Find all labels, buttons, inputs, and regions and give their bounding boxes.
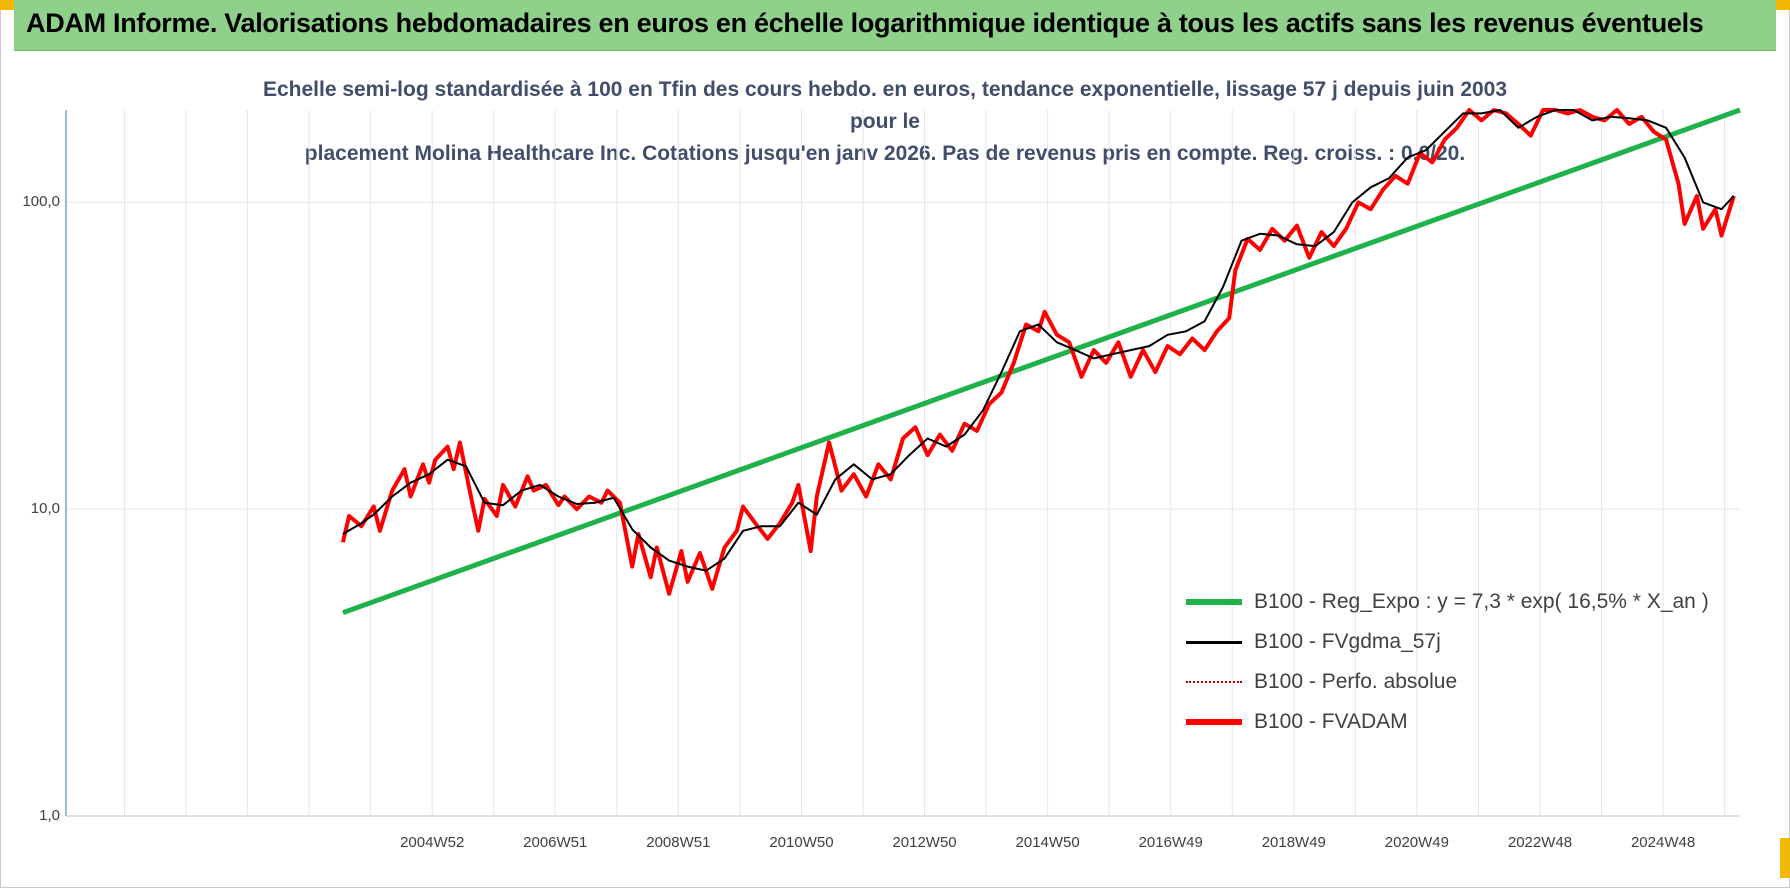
legend-label-fvadam: B100 - FVADAM	[1254, 710, 1408, 733]
series-layer	[340, 107, 1741, 616]
legend-item-perfo-absolue: B100 - Perfo. absolue	[1186, 662, 1709, 702]
legend-swatch-fvgdma	[1186, 640, 1242, 644]
chart-subtitle-line-2: placement Molina Healthcare Inc. Cotatio…	[304, 142, 1466, 165]
legend-label-regression: B100 - Reg_Expo : y = 7,3 * exp( 16,5% *…	[1254, 590, 1709, 613]
legend-item-regression: B100 - Reg_Expo : y = 7,3 * exp( 16,5% *…	[1186, 582, 1709, 622]
y-tick-label: 10,0	[30, 500, 60, 518]
x-gridlines	[123, 110, 1726, 816]
page-title: ADAM Informe. Valorisations hebdomadaire…	[26, 8, 1704, 38]
legend-label-perfo-absolue: B100 - Perfo. absolue	[1254, 670, 1458, 693]
series-line-fvgdma	[342, 109, 1735, 572]
legend-label-fvgdma: B100 - FVgdma_57j	[1254, 630, 1441, 653]
x-tick-label: 2006W51	[523, 834, 588, 851]
corner-marker-bottom-right	[1780, 838, 1790, 878]
corner-marker-top-left	[0, 0, 14, 10]
x-tick-label: 2010W50	[769, 834, 834, 851]
chart-subtitle: Echelle semi-log standardisée à 100 en T…	[240, 74, 1530, 170]
x-tick-label: 2012W50	[892, 834, 957, 851]
x-tick-label: 2008W51	[646, 834, 711, 851]
x-tick-label: 2020W49	[1384, 834, 1449, 851]
header-banner: ADAM Informe. Valorisations hebdomadaire…	[14, 0, 1776, 51]
legend-swatch-regression	[1186, 599, 1242, 605]
x-tick-label: 2014W50	[1015, 834, 1080, 851]
x-tick-label: 2004W52	[400, 834, 465, 851]
corner-marker-top-right	[1776, 0, 1790, 10]
x-tick-label: 2018W49	[1261, 834, 1326, 851]
chart-subtitle-line-1: Echelle semi-log standardisée à 100 en T…	[262, 78, 1508, 133]
chart-legend: B100 - Reg_Expo : y = 7,3 * exp( 16,5% *…	[1186, 582, 1709, 742]
legend-swatch-perfo-absolue	[1186, 681, 1242, 683]
legend-swatch-fvadam	[1186, 719, 1242, 725]
x-tick-label: 2022W48	[1507, 834, 1573, 851]
series-line-fvadam	[340, 108, 1736, 596]
x-tick-label: 2016W49	[1138, 834, 1203, 851]
y-tick-label: 100,0	[22, 193, 60, 211]
series-line-regression	[342, 107, 1741, 616]
x-tick-label: 2024W48	[1630, 834, 1696, 851]
legend-item-fvadam: B100 - FVADAM	[1186, 702, 1709, 742]
legend-item-fvgdma: B100 - FVgdma_57j	[1186, 622, 1709, 662]
y-tick-label: 1,0	[39, 807, 60, 824]
